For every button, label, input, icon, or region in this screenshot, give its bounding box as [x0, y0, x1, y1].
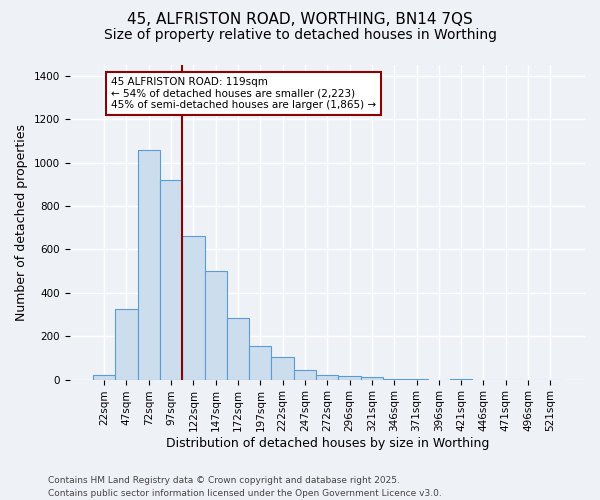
Text: 45, ALFRISTON ROAD, WORTHING, BN14 7QS: 45, ALFRISTON ROAD, WORTHING, BN14 7QS [127, 12, 473, 28]
X-axis label: Distribution of detached houses by size in Worthing: Distribution of detached houses by size … [166, 437, 489, 450]
Bar [205, 271, 227, 380]
Bar [294, 370, 316, 380]
Bar [93, 376, 115, 380]
Bar [361, 377, 383, 380]
Bar [227, 318, 249, 380]
Text: 45 ALFRISTON ROAD: 119sqm
← 54% of detached houses are smaller (2,223)
45% of se: 45 ALFRISTON ROAD: 119sqm ← 54% of detac… [111, 77, 376, 110]
Bar [271, 357, 294, 380]
Bar [115, 309, 137, 380]
Bar [383, 378, 406, 380]
Y-axis label: Number of detached properties: Number of detached properties [15, 124, 28, 321]
Bar [316, 376, 338, 380]
Text: Size of property relative to detached houses in Worthing: Size of property relative to detached ho… [104, 28, 497, 42]
Bar [160, 180, 182, 380]
Bar [249, 346, 271, 380]
Bar [137, 150, 160, 380]
Bar [338, 376, 361, 380]
Text: Contains HM Land Registry data © Crown copyright and database right 2025.
Contai: Contains HM Land Registry data © Crown c… [48, 476, 442, 498]
Bar [182, 236, 205, 380]
